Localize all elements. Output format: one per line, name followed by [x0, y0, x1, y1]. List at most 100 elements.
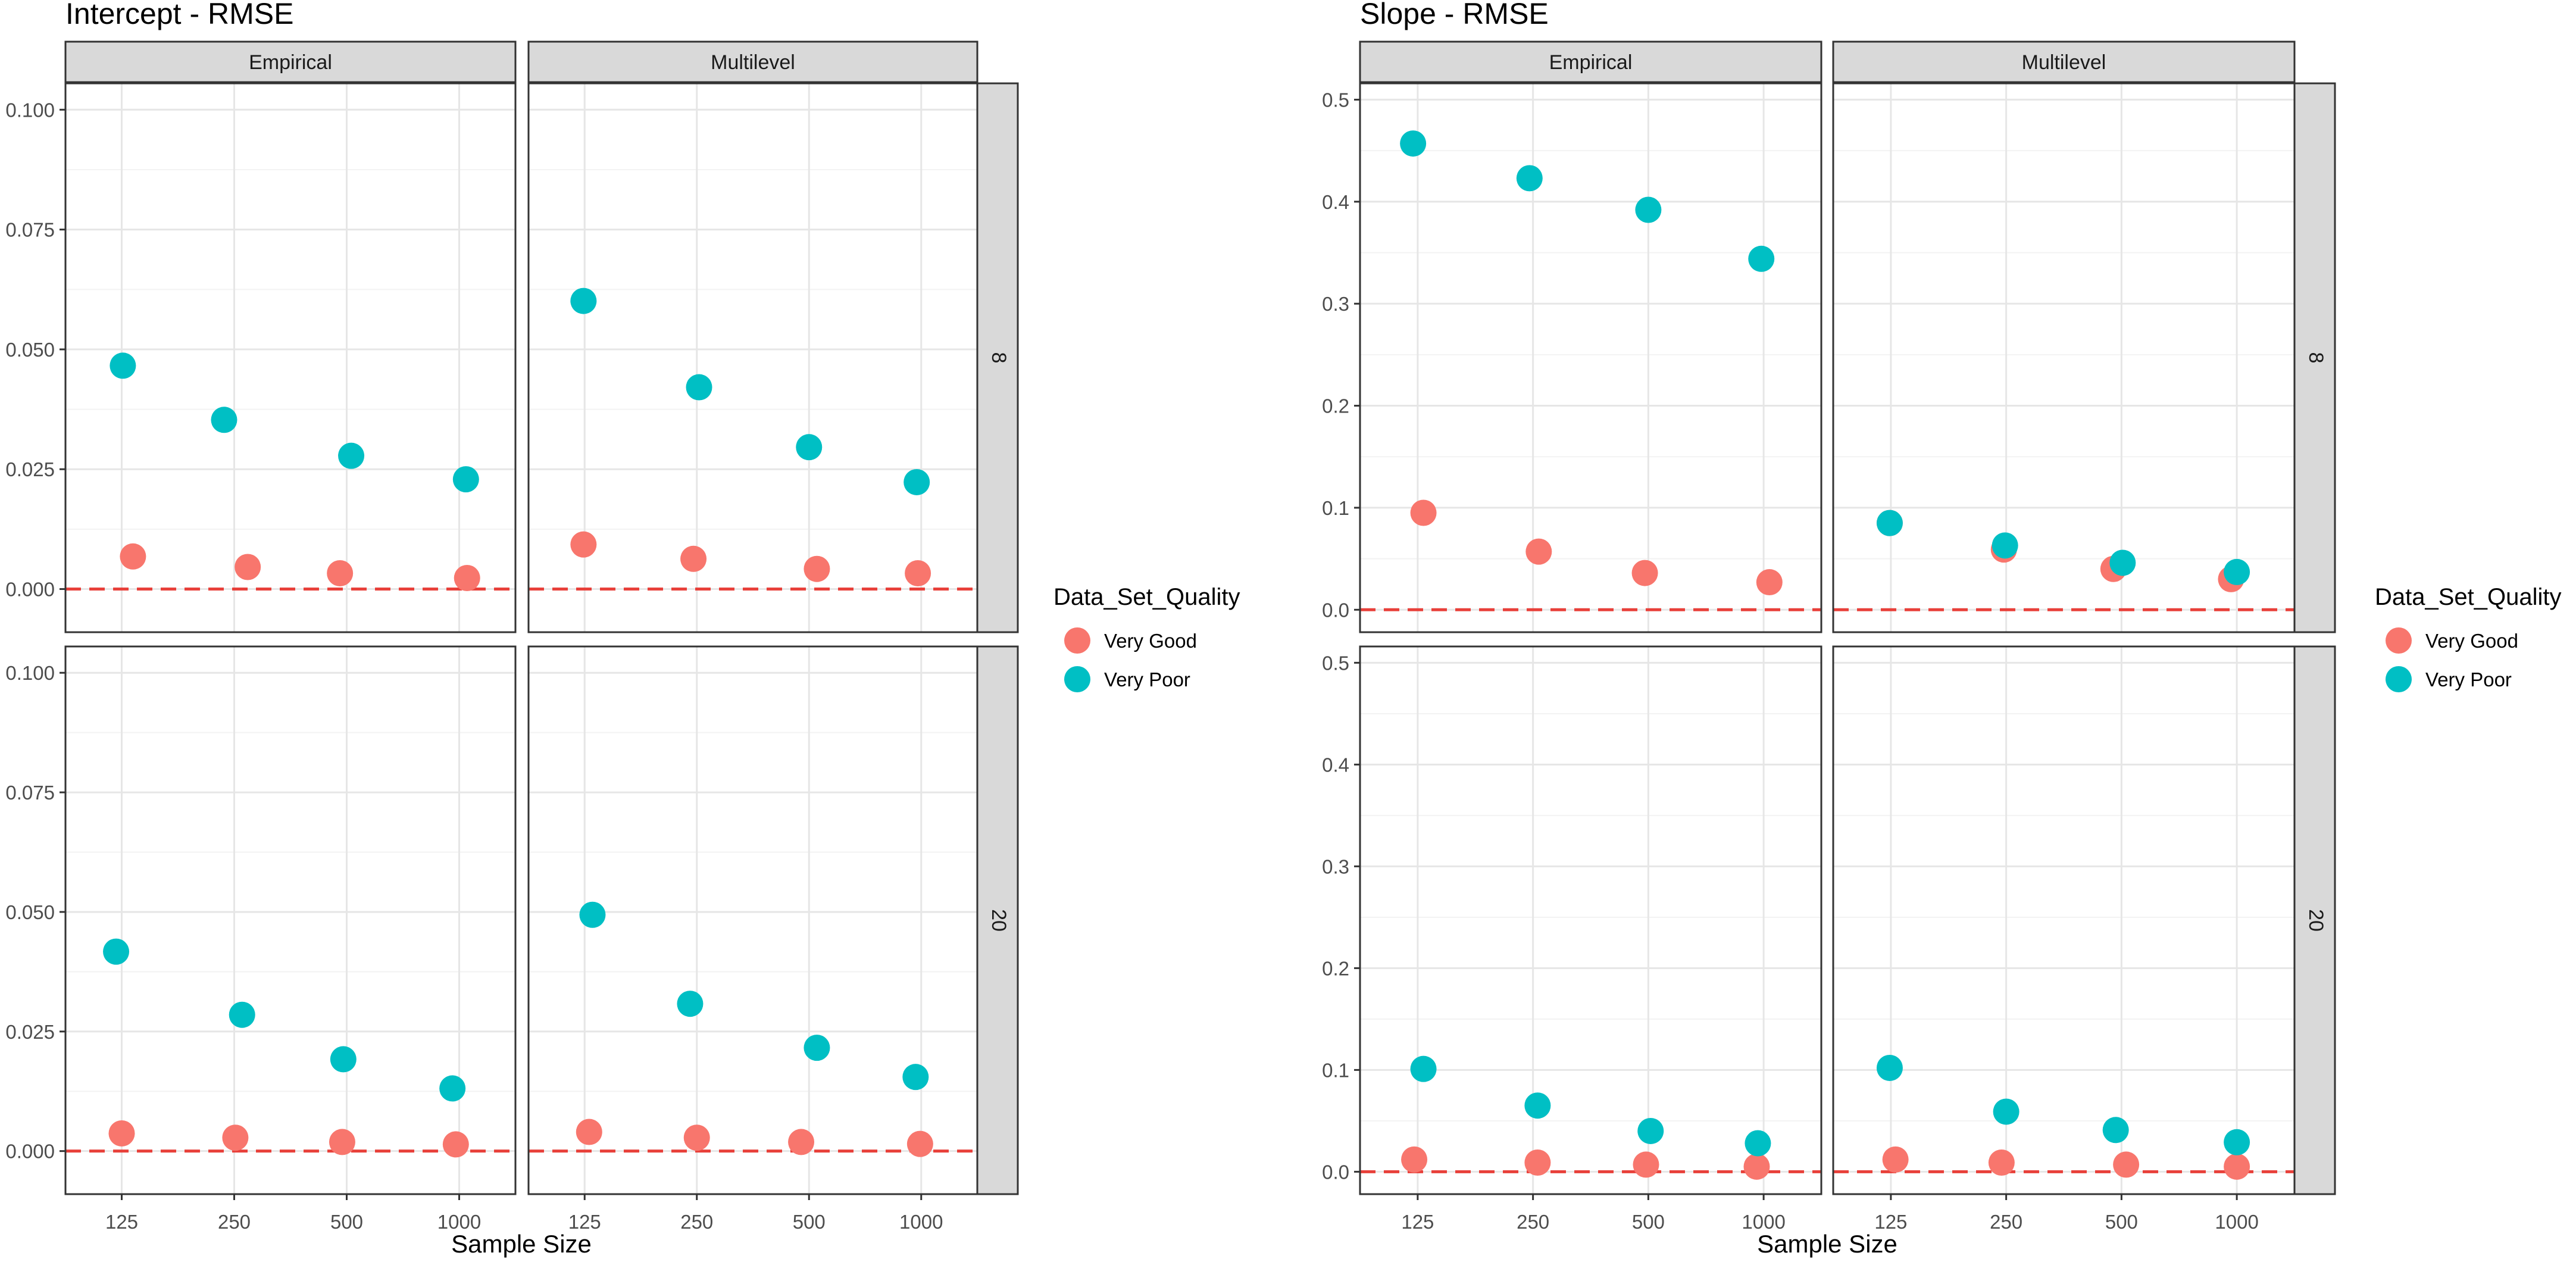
point-very-poor-1000	[2224, 558, 2250, 585]
y-tick-label: 0.1	[1322, 497, 1349, 519]
point-very-good-1000	[1756, 569, 1783, 596]
point-very-poor-500	[804, 1035, 830, 1061]
y-tick-label: 0.4	[1322, 754, 1349, 776]
point-very-poor-1000	[904, 468, 930, 495]
y-tick-label: 0.4	[1322, 191, 1349, 213]
point-very-good-1000	[2224, 1153, 2250, 1180]
point-very-good-125	[108, 1120, 135, 1147]
point-very-good-125	[570, 531, 597, 558]
point-very-poor-500	[796, 434, 823, 461]
point-very-poor-125	[103, 938, 130, 965]
point-very-good-250	[1525, 538, 1552, 565]
x-axis-title: Sample Size	[1757, 1230, 1897, 1258]
x-tick-label: 500	[1632, 1211, 1665, 1233]
y-tick-label: 0.2	[1322, 395, 1349, 417]
facet-strip-multilevel	[1832, 40, 2296, 83]
y-tick-label: 0.075	[5, 219, 55, 241]
x-tick-label: 250	[680, 1211, 713, 1233]
panel-background	[1360, 83, 1821, 632]
point-very-good-125	[576, 1119, 602, 1145]
x-tick-label: 125	[568, 1211, 601, 1233]
panel-background	[65, 646, 515, 1194]
point-very-poor-1000	[439, 1075, 466, 1102]
point-very-poor-250	[1524, 1092, 1551, 1119]
facet-strip-empirical	[1359, 40, 1822, 83]
point-very-poor-1000	[1745, 1130, 1771, 1157]
point-very-good-500	[329, 1129, 355, 1155]
y-tick-label: 0.025	[5, 1021, 55, 1043]
point-very-good-250	[680, 545, 707, 572]
point-very-poor-1000	[902, 1064, 929, 1091]
point-very-good-500	[788, 1129, 815, 1155]
y-tick-label: 0.075	[5, 782, 55, 804]
y-tick-label: 0.025	[5, 458, 55, 480]
x-tick-label: 125	[1874, 1211, 1907, 1233]
point-very-poor-125	[1410, 1055, 1437, 1082]
point-very-poor-1000	[1748, 245, 1775, 272]
point-very-good-125	[1401, 1146, 1428, 1173]
panel-multilevel-8	[527, 82, 978, 633]
point-very-poor-125	[110, 352, 136, 379]
facet-label-empirical: Empirical	[1549, 51, 1633, 74]
legend-label-very-good: Very Good	[1104, 630, 1197, 652]
y-tick-label: 0.2	[1322, 957, 1349, 979]
panel-empirical-8	[64, 82, 517, 633]
point-very-poor-1000	[452, 466, 479, 493]
panel-border	[64, 645, 517, 1195]
panel-multilevel-8	[1832, 82, 2296, 633]
y-tick-label: 0.5	[1322, 652, 1349, 674]
legend-title: Data_Set_Quality	[1053, 584, 1240, 610]
point-very-good-500	[1631, 560, 1658, 586]
point-very-good-125	[1410, 499, 1437, 526]
panel-border	[527, 645, 978, 1195]
facet-label-row-8: 8	[987, 352, 1010, 364]
y-tick-label: 0.000	[5, 579, 55, 601]
point-very-poor-500	[2102, 1117, 2129, 1144]
facet-label-multilevel: Multilevel	[711, 51, 795, 74]
point-very-good-125	[1882, 1146, 1909, 1173]
y-tick-label: 0.5	[1322, 89, 1349, 111]
point-very-poor-1000	[2224, 1129, 2250, 1155]
panel-background	[1360, 646, 1821, 1194]
x-tick-label: 500	[793, 1211, 826, 1233]
panel-border	[1359, 645, 1822, 1195]
point-very-good-500	[327, 560, 354, 586]
point-very-poor-125	[570, 288, 597, 314]
point-very-good-1000	[905, 560, 931, 586]
point-very-poor-250	[211, 407, 237, 433]
point-very-good-250	[235, 554, 261, 580]
legend: Data_Set_Quality Very Good Very Poor	[1053, 584, 1240, 692]
x-tick-label: 250	[218, 1211, 251, 1233]
point-very-poor-250	[686, 374, 712, 401]
x-axis-title: Sample Size	[451, 1230, 592, 1258]
x-tick-label: 125	[105, 1211, 138, 1233]
x-tick-label: 500	[330, 1211, 363, 1233]
y-tick-label: 0.0	[1322, 1161, 1349, 1183]
chart-title: Slope - RMSE	[1360, 0, 1549, 30]
facet-strip-row-20	[976, 645, 1019, 1195]
facet-label-row-20: 20	[987, 909, 1010, 932]
point-very-good-250	[683, 1124, 710, 1151]
point-very-good-1000	[906, 1130, 933, 1157]
panel-multilevel-20	[527, 645, 978, 1195]
point-very-good-1000	[442, 1131, 469, 1158]
point-very-poor-500	[1635, 196, 1662, 223]
point-very-poor-125	[1876, 510, 1903, 536]
point-very-good-250	[1524, 1149, 1551, 1176]
point-very-good-125	[120, 543, 146, 570]
x-tick-label: 1000	[899, 1211, 943, 1233]
x-tick-label: 125	[1401, 1211, 1434, 1233]
facet-strip-empirical	[64, 40, 517, 83]
point-very-poor-500	[338, 442, 365, 469]
point-very-poor-125	[1876, 1054, 1903, 1081]
chart-title: Intercept - RMSE	[65, 0, 293, 30]
y-tick-label: 0.050	[5, 901, 55, 923]
legend-key-very-good	[2386, 627, 2412, 654]
x-tick-label: 1000	[2215, 1211, 2258, 1233]
point-very-good-500	[804, 555, 830, 582]
point-very-poor-500	[1637, 1117, 1664, 1144]
facet-strip-multilevel	[527, 40, 978, 83]
y-tick-label: 0.100	[5, 662, 55, 684]
point-very-poor-250	[229, 1001, 255, 1028]
